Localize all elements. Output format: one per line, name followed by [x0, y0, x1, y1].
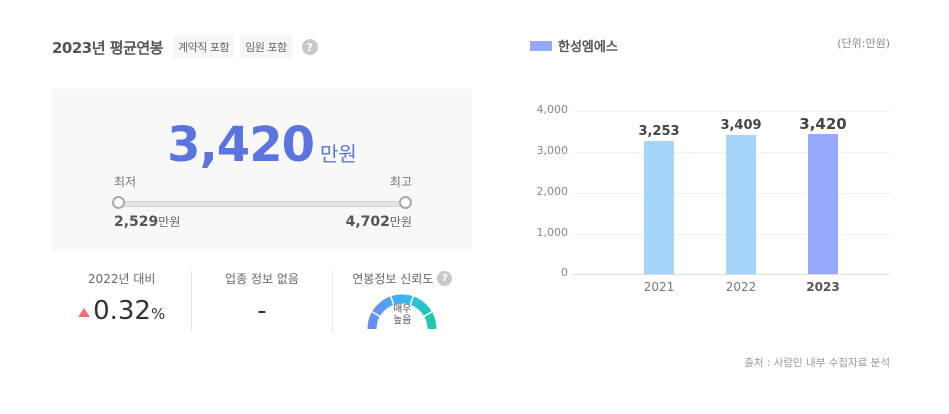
- x-tick-2021: 2021: [643, 280, 675, 294]
- stats-row: 2022년 대비 0.32% 업종 정보 없음 - 연봉정보 신뢰도 ?: [52, 270, 472, 332]
- max-value: 4,702만원: [346, 213, 412, 230]
- stat-reliability-label: 연봉정보 신뢰도 ?: [333, 270, 472, 286]
- help-icon[interactable]: ?: [437, 270, 453, 286]
- source-note: 출처 : 사람인 내부 수집자료 분석: [744, 357, 890, 369]
- bar-value-2021: 3,253: [638, 124, 680, 139]
- y-tick: 3,000: [536, 144, 569, 157]
- help-icon[interactable]: ?: [301, 39, 318, 55]
- min-value-unit: 만원: [158, 215, 181, 229]
- bar-value-2023: 3,420: [799, 115, 847, 133]
- bar-2023[interactable]: [808, 134, 838, 274]
- stat-reliability: 연봉정보 신뢰도 ?: [331, 270, 472, 332]
- yoy-suffix: %: [150, 305, 166, 323]
- gauge-text-1: 매우: [393, 304, 412, 315]
- salary-range-track: [118, 201, 406, 207]
- x-tick-2022: 2022: [725, 280, 757, 294]
- page-title: 2023년 평균연봉: [52, 38, 163, 57]
- yoy-number: 0.32: [93, 296, 151, 326]
- average-salary-unit: 만원: [320, 142, 357, 166]
- legend-swatch: [530, 40, 552, 51]
- max-label: 최고: [389, 175, 412, 189]
- baseline: [572, 274, 890, 275]
- y-tick: 0: [561, 266, 568, 279]
- average-salary: 3,420 만원: [52, 117, 472, 173]
- min-knob: [112, 196, 125, 209]
- trend-up-icon: [78, 308, 91, 317]
- max-value-unit: 만원: [389, 215, 412, 229]
- average-salary-value: 3,420: [167, 117, 315, 173]
- reliability-gauge: 매우 높음: [367, 294, 437, 329]
- executive-included-chip: 임원 포함: [240, 35, 292, 59]
- title-row: 2023년 평균연봉 계약직 포함 임원 포함 ?: [52, 34, 318, 60]
- bar-value-2022: 3,409: [720, 118, 762, 133]
- min-value: 2,529만원: [114, 213, 180, 230]
- stat-yoy-value: 0.32%: [52, 296, 191, 326]
- gauge-text: 매우 높음: [367, 304, 437, 326]
- max-value-number: 4,702: [345, 214, 390, 230]
- max-knob: [399, 196, 412, 209]
- stat-industry: 업종 정보 없음 -: [191, 270, 331, 332]
- legend-label: 한성엠에스: [558, 40, 618, 55]
- gauge-arc-icon: [367, 294, 437, 329]
- salary-panel: 3,420 만원 최저 최고 2,529만원 4,702만원: [52, 89, 472, 251]
- grid-line: [572, 111, 890, 112]
- stat-yoy-label: 2022년 대비: [87, 271, 156, 286]
- bar-chart: 4,000 3,000 2,000 1,000 0 3,253 3,409 3,…: [520, 100, 900, 300]
- stat-yoy: 2022년 대비 0.32%: [52, 270, 191, 332]
- bar-2021[interactable]: [644, 141, 674, 274]
- y-tick: 4,000: [536, 103, 569, 116]
- min-label: 최저: [114, 175, 137, 189]
- stat-industry-label: 업종 정보 없음: [225, 271, 299, 286]
- chart-legend: 한성엠에스: [530, 36, 618, 55]
- y-tick: 2,000: [536, 185, 569, 198]
- min-value-number: 2,529: [114, 214, 159, 230]
- reliability-label-text: 연봉정보 신뢰도: [352, 271, 434, 286]
- stat-industry-value: -: [257, 296, 267, 326]
- bar-2022[interactable]: [726, 135, 756, 274]
- contract-included-chip: 계약직 포함: [172, 35, 235, 59]
- y-tick: 1,000: [536, 226, 569, 239]
- gauge-text-2: 높음: [393, 315, 412, 326]
- unit-note: (단위:만원): [837, 37, 890, 50]
- x-tick-2023: 2023: [806, 280, 840, 294]
